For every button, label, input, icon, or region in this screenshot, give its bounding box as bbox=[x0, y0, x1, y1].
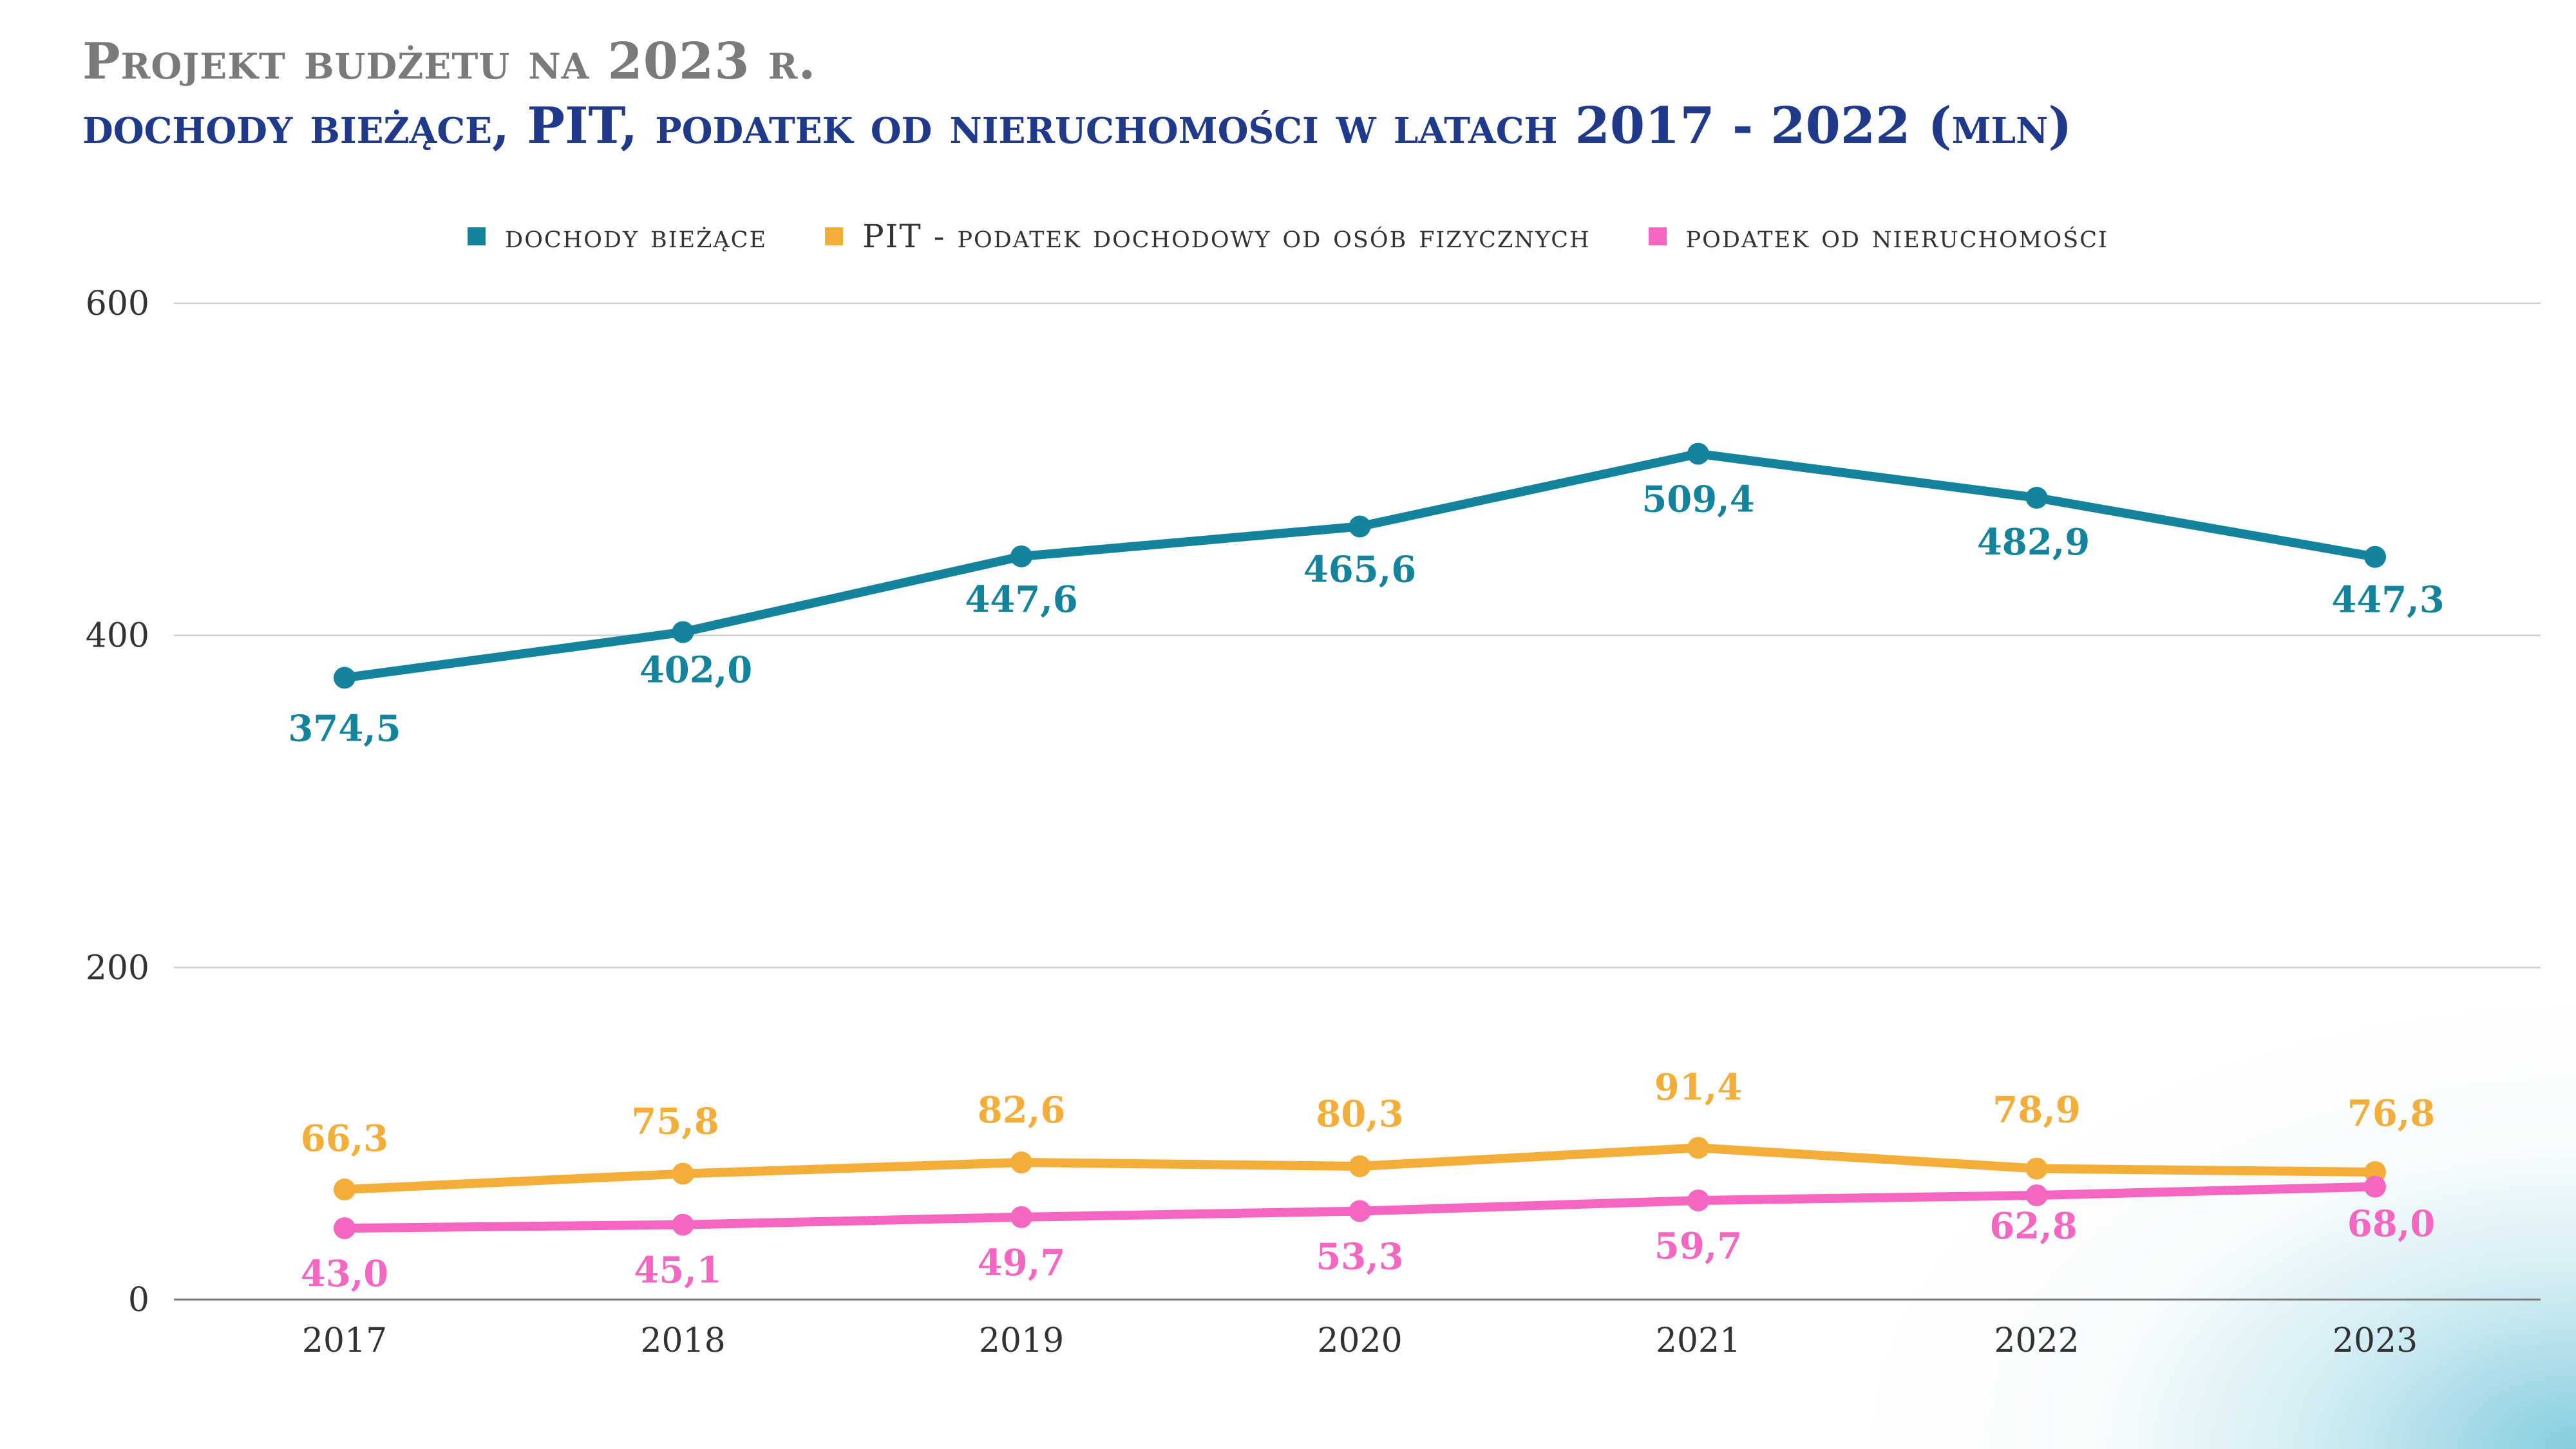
data-label-dochody-2022: 482,9 bbox=[1977, 521, 2090, 564]
data-point-dochody-2022 bbox=[2025, 486, 2048, 509]
legend-label-pit: PIT - podatek dochodowy od osób fizyczny… bbox=[862, 218, 1591, 255]
legend-item-pit: PIT - podatek dochodowy od osób fizyczny… bbox=[825, 218, 1591, 255]
x-tick-label-2020: 2020 bbox=[1317, 1321, 1402, 1360]
data-label-dochody-2023: 447,3 bbox=[2331, 579, 2444, 621]
data-label-dochody-2018: 402,0 bbox=[639, 649, 752, 692]
x-tick-label-2018: 2018 bbox=[640, 1321, 725, 1360]
data-point-podatek-2023 bbox=[2364, 1175, 2386, 1198]
data-label-podatek-2023: 68,0 bbox=[2347, 1203, 2435, 1245]
data-point-pit-2021 bbox=[1687, 1137, 1709, 1159]
data-point-podatek-2022 bbox=[2025, 1184, 2048, 1207]
y-tick-label-0: 0 bbox=[128, 1281, 149, 1320]
data-point-dochody-2020 bbox=[1349, 515, 1371, 538]
data-label-podatek-2019: 49,7 bbox=[978, 1242, 1065, 1284]
legend-swatch-podatek bbox=[1648, 227, 1667, 245]
data-point-pit-2018 bbox=[672, 1162, 694, 1185]
data-label-pit-2020: 80,3 bbox=[1316, 1093, 1403, 1135]
x-tick-label-2022: 2022 bbox=[1994, 1321, 2079, 1360]
x-tick-label-2017: 2017 bbox=[302, 1321, 387, 1360]
data-label-pit-2022: 78,9 bbox=[1993, 1089, 2080, 1132]
data-label-dochody-2020: 465,6 bbox=[1303, 549, 1416, 591]
data-label-dochody-2019: 447,6 bbox=[965, 578, 1077, 621]
data-label-pit-2018: 75,8 bbox=[631, 1101, 719, 1143]
legend: dochody bieżące PIT - podatek dochodowy … bbox=[0, 218, 2576, 255]
legend-label-dochody: dochody bieżące bbox=[505, 218, 768, 255]
data-point-dochody-2023 bbox=[2364, 545, 2386, 568]
chart-subtitle: dochody bieżące, PIT, podatek od nieruch… bbox=[82, 97, 2072, 155]
data-label-pit-2023: 76,8 bbox=[2347, 1092, 2435, 1135]
data-point-dochody-2019 bbox=[1010, 545, 1032, 567]
chart-title: Projekt budżetu na 2023 r. bbox=[82, 32, 817, 91]
x-tick-label-2023: 2023 bbox=[2333, 1321, 2418, 1360]
data-point-dochody-2018 bbox=[672, 621, 694, 643]
data-label-dochody-2021: 509,4 bbox=[1642, 478, 1754, 521]
legend-swatch-pit bbox=[825, 227, 844, 245]
data-point-podatek-2018 bbox=[672, 1213, 694, 1236]
legend-item-podatek: podatek od nieruchomości bbox=[1648, 218, 2108, 255]
legend-item-dochody: dochody bieżące bbox=[468, 218, 767, 255]
data-label-pit-2021: 91,4 bbox=[1654, 1066, 1742, 1108]
data-label-podatek-2020: 53,3 bbox=[1316, 1236, 1403, 1278]
data-label-pit-2019: 82,6 bbox=[978, 1089, 1065, 1132]
data-point-pit-2020 bbox=[1349, 1155, 1371, 1177]
data-point-dochody-2017 bbox=[334, 667, 355, 689]
data-label-podatek-2018: 45,1 bbox=[634, 1249, 721, 1292]
data-point-pit-2022 bbox=[2025, 1157, 2048, 1180]
data-point-dochody-2021 bbox=[1687, 442, 1709, 465]
y-tick-label-400: 400 bbox=[86, 617, 149, 656]
y-tick-label-600: 600 bbox=[86, 285, 149, 323]
data-label-dochody-2017: 374,5 bbox=[288, 707, 401, 750]
data-point-podatek-2020 bbox=[1349, 1200, 1371, 1222]
legend-swatch-dochody bbox=[468, 227, 486, 245]
data-point-podatek-2021 bbox=[1687, 1189, 1709, 1212]
data-point-pit-2019 bbox=[1010, 1151, 1032, 1174]
data-label-podatek-2022: 62,8 bbox=[1989, 1205, 2077, 1247]
x-tick-label-2019: 2019 bbox=[979, 1321, 1064, 1360]
data-point-podatek-2019 bbox=[1010, 1206, 1032, 1228]
x-tick-label-2021: 2021 bbox=[1656, 1321, 1741, 1360]
data-label-pit-2017: 66,3 bbox=[301, 1117, 388, 1160]
data-label-podatek-2021: 59,7 bbox=[1654, 1225, 1742, 1267]
data-label-podatek-2017: 43,0 bbox=[301, 1253, 388, 1295]
y-tick-label-200: 200 bbox=[86, 949, 149, 987]
data-point-pit-2017 bbox=[334, 1179, 355, 1201]
data-point-podatek-2017 bbox=[334, 1217, 355, 1240]
legend-label-podatek: podatek od nieruchomości bbox=[1685, 218, 2108, 255]
